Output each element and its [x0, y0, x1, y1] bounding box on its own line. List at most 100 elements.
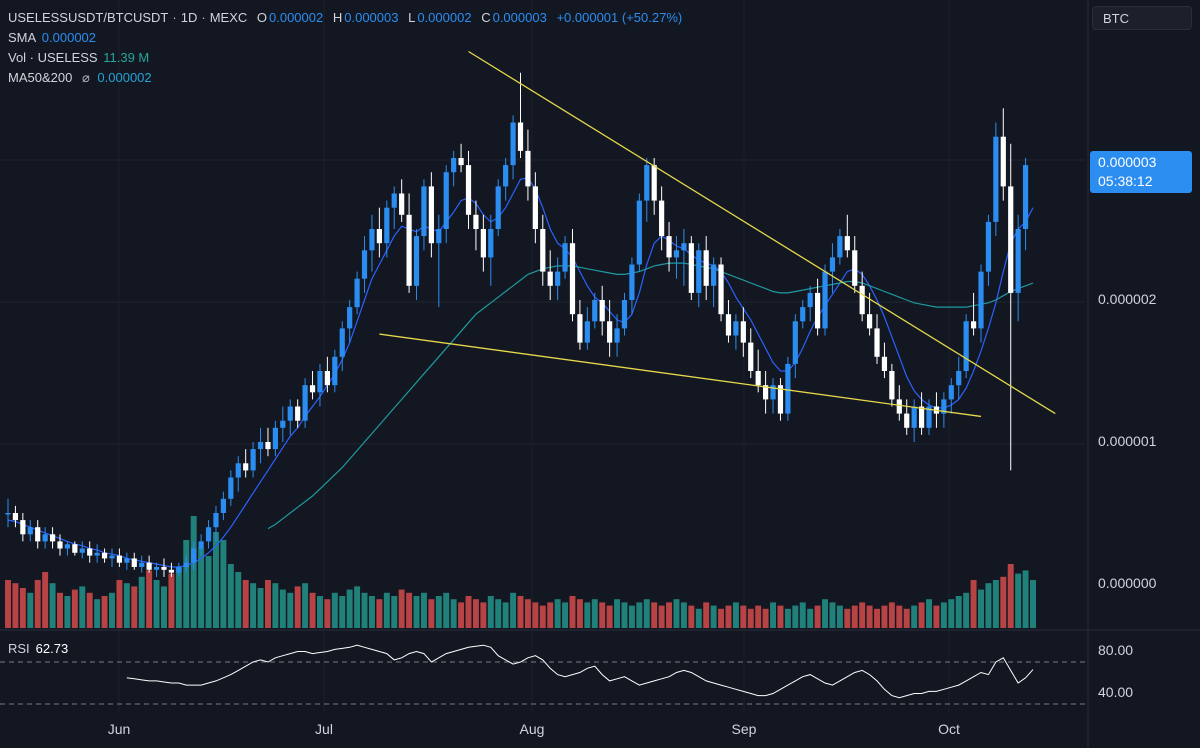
candle-body	[257, 442, 264, 450]
volume-bar	[881, 605, 888, 628]
volume-bar	[562, 602, 569, 628]
legend-ma-row[interactable]: MA50&200 ⌀ 0.000002	[8, 68, 688, 88]
candle-body	[139, 562, 145, 567]
volume-bar	[12, 583, 19, 628]
volume-bar	[614, 599, 621, 628]
legend-low-label: L	[408, 10, 416, 25]
volume-bar	[465, 596, 472, 628]
volume-bar	[1030, 580, 1036, 628]
candle-body	[777, 385, 784, 414]
candle-body	[941, 399, 947, 414]
candle-body	[532, 186, 538, 229]
volume-bar	[524, 599, 531, 628]
volume-bar	[161, 586, 167, 628]
volume-bar	[138, 576, 145, 628]
candle-body	[525, 150, 531, 187]
legend-change: +0.000001 (+50.27%)	[556, 10, 683, 25]
volume-bar	[940, 602, 947, 628]
volume-bar	[911, 605, 918, 628]
volume-bar	[554, 599, 561, 628]
rsi-tick-label: 80.00	[1098, 642, 1134, 658]
volume-bar	[732, 602, 739, 628]
candle-body	[406, 214, 412, 286]
candle-body	[228, 477, 234, 499]
candle-body	[807, 292, 813, 308]
volume-bar	[183, 540, 190, 628]
volume-bar	[354, 586, 361, 628]
volume-bar	[703, 602, 710, 628]
volume-bar	[740, 605, 747, 628]
candle-body	[168, 569, 175, 573]
x-tick-label: Aug	[519, 721, 545, 737]
candle-body	[413, 236, 420, 286]
candle-body	[584, 321, 590, 343]
candle-body	[458, 158, 464, 166]
candle-body	[421, 186, 427, 237]
candle-body	[963, 321, 969, 371]
candle-body	[748, 342, 754, 371]
candle-body	[87, 548, 93, 556]
rsi-legend[interactable]: RSI 62.73	[8, 641, 68, 656]
rsi-tick-label: 40.00	[1098, 684, 1134, 700]
legend-sma-label: SMA	[8, 30, 37, 45]
volume-bar	[79, 586, 86, 628]
candle-body	[755, 371, 761, 386]
volume-bar	[391, 596, 398, 628]
volume-bar	[643, 599, 650, 628]
candle-body	[577, 314, 583, 343]
volume-bar	[205, 556, 212, 628]
legend-symbol[interactable]: USELESSUSDT/BTCUSDT	[8, 10, 169, 25]
volume-bar	[71, 589, 78, 628]
candle-body	[621, 300, 628, 329]
volume-bar	[420, 592, 427, 628]
volume-bar	[1022, 570, 1029, 628]
volume-bar	[926, 599, 932, 628]
volume-bar	[101, 596, 108, 628]
candle-body	[317, 371, 323, 393]
candle-body	[800, 307, 806, 322]
volume-bar	[302, 583, 309, 628]
volume-bar	[131, 586, 138, 628]
candle-body	[1022, 165, 1029, 229]
legend-vol-value: 11.39 M	[103, 50, 150, 65]
volume-bar	[257, 588, 264, 628]
volume-bar	[591, 599, 598, 628]
candle-body	[822, 271, 828, 329]
volume-bar	[42, 572, 49, 628]
volume-bar	[762, 608, 769, 628]
candle-body	[718, 264, 724, 315]
candle-body	[985, 221, 992, 272]
volume-bar	[569, 596, 576, 628]
volume-bar	[963, 592, 970, 628]
symbol-button[interactable]: BTC	[1092, 6, 1192, 30]
volume-bar	[539, 605, 546, 628]
rsi-label: RSI	[8, 641, 30, 656]
volume-bar	[316, 596, 323, 628]
candle-body	[465, 165, 472, 215]
volume-bar	[413, 596, 420, 628]
volume-bar	[799, 602, 806, 628]
volume-bar	[866, 605, 873, 628]
volume-bar	[123, 583, 130, 628]
volume-bar	[458, 602, 465, 628]
legend-high-label: H	[332, 10, 343, 25]
candle-body	[725, 314, 732, 336]
volume-bar	[992, 580, 999, 628]
candle-body	[451, 158, 457, 173]
legend-sma-row[interactable]: SMA 0.000002	[8, 28, 688, 48]
volume-bar	[547, 602, 554, 628]
legend-interval: 1D	[180, 10, 198, 25]
candle-body	[42, 534, 48, 542]
candle-body	[978, 271, 984, 329]
candle-body	[131, 558, 137, 567]
volume-bar	[109, 592, 115, 628]
ma-line	[267, 262, 1034, 530]
volume-bar	[57, 592, 63, 628]
volume-bar	[829, 602, 836, 628]
candle-body	[562, 243, 568, 272]
candle-body	[555, 271, 561, 286]
candle-body	[27, 527, 33, 535]
candle-body	[250, 449, 256, 471]
legend-vol-row[interactable]: Vol · USELESS 11.39 M	[8, 48, 688, 68]
